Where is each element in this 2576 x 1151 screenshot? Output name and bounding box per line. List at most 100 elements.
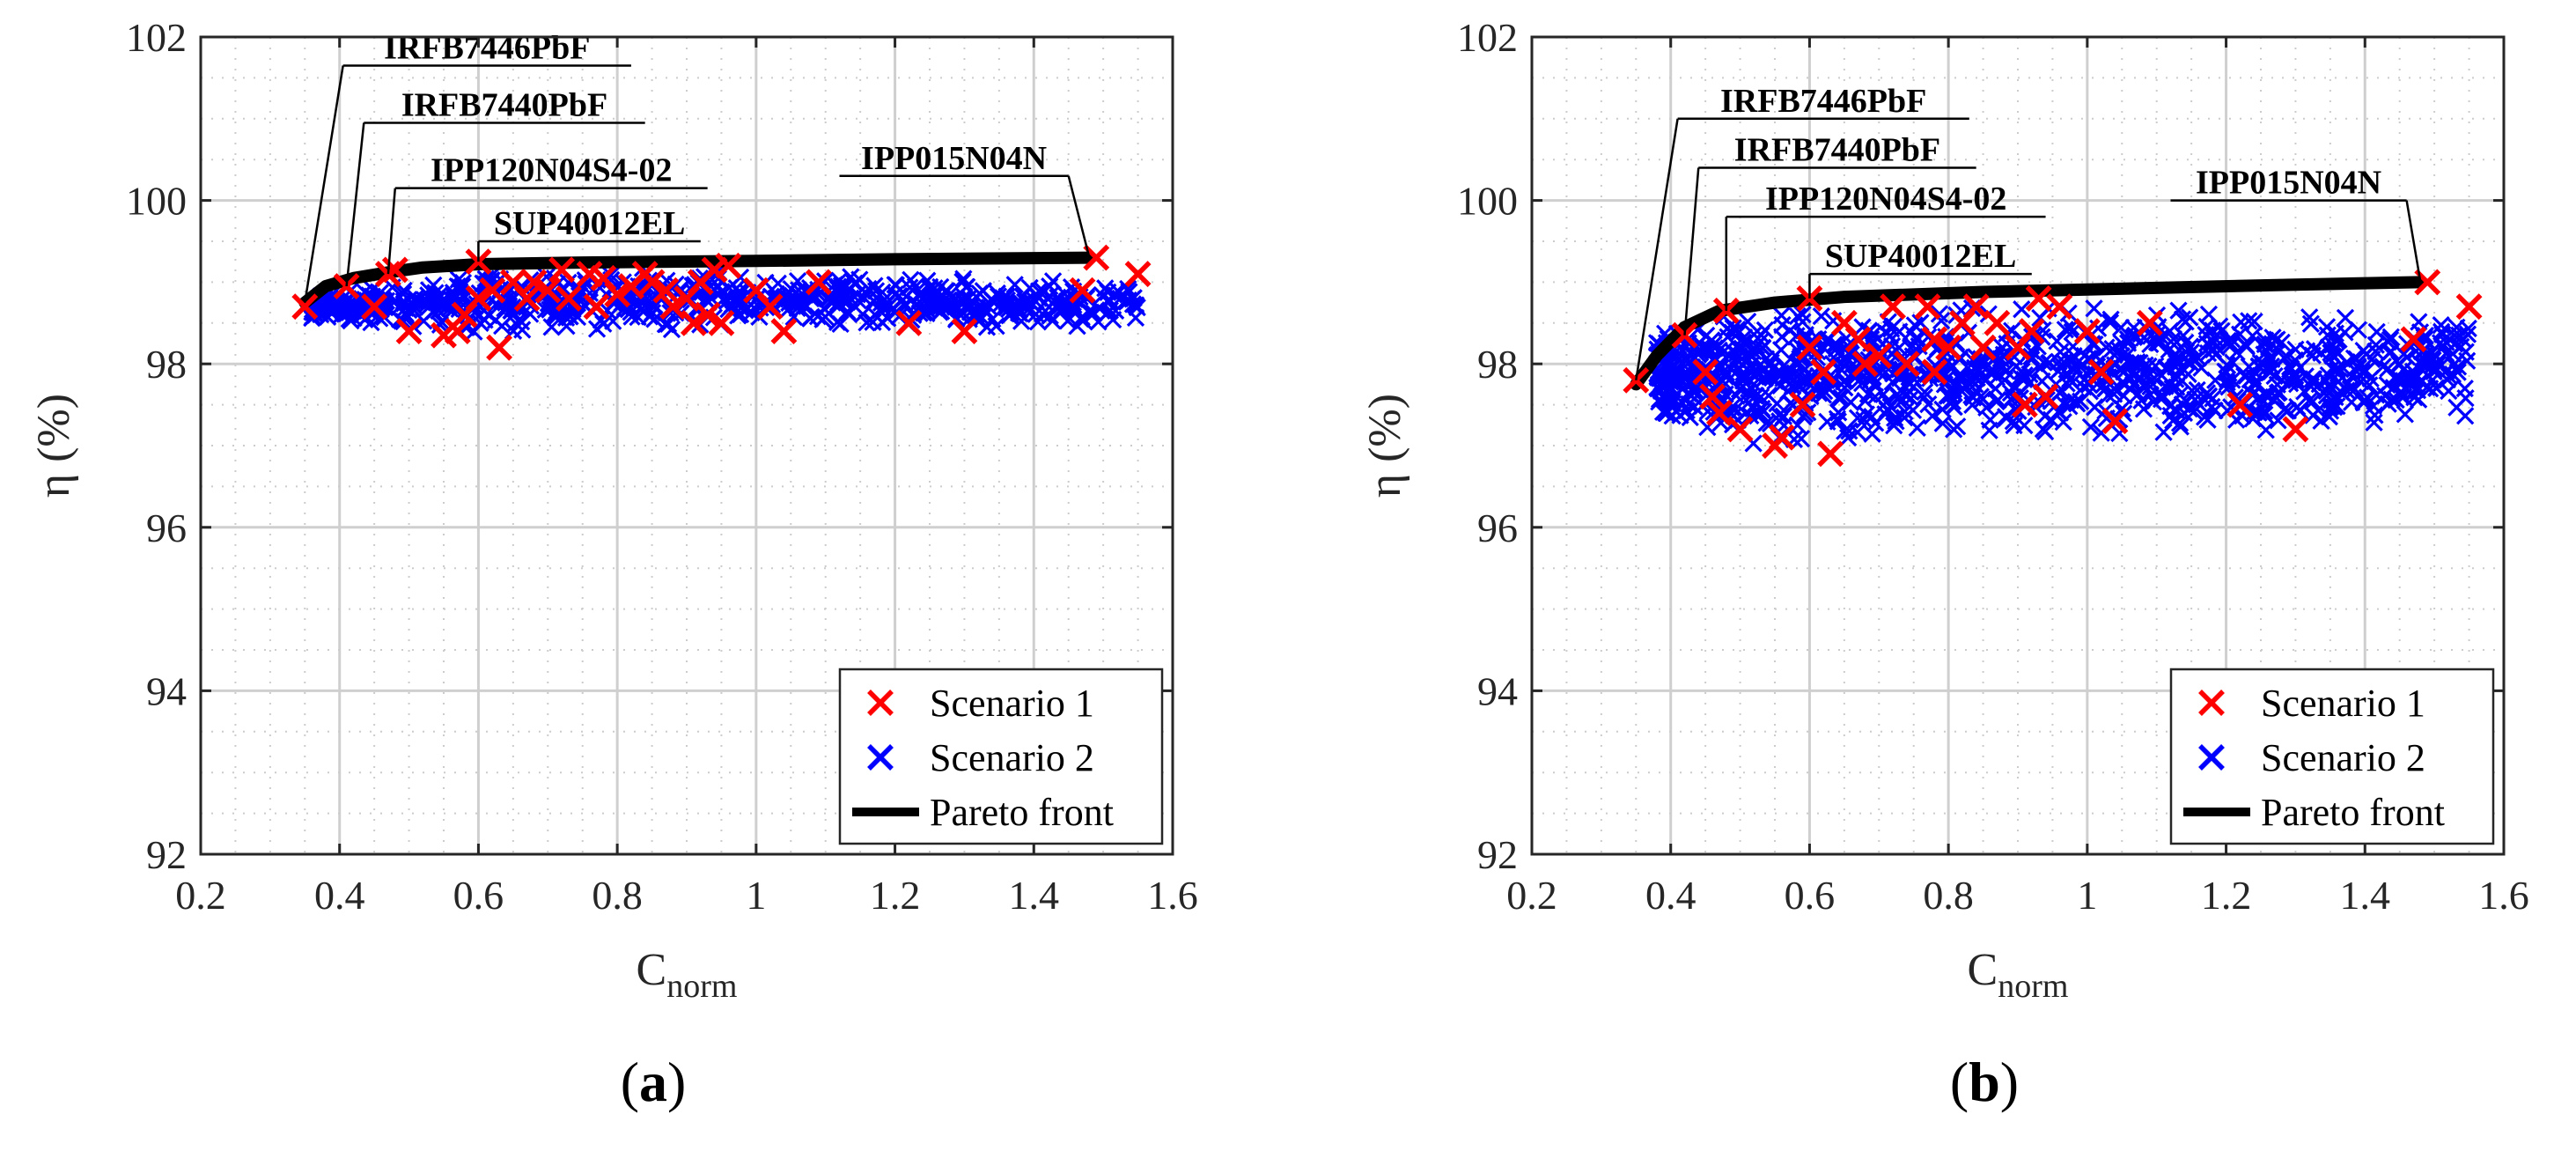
scenario-1-point (1699, 383, 1726, 410)
scenario-2-point (656, 315, 675, 334)
scenario-2-point (424, 276, 443, 295)
scenario-1-point (680, 309, 707, 336)
scenario-2-point (1980, 421, 1998, 439)
annotation-leader-line (304, 65, 344, 303)
scenario-1-point (583, 293, 610, 321)
scenario-2-point (2263, 328, 2282, 347)
scenario-2-point (1693, 339, 1712, 358)
scenario-1-point (1935, 334, 1962, 361)
scenario-2-point (1993, 338, 2012, 357)
scenario-2-point (1754, 402, 1773, 421)
scenario-2-point (2300, 308, 2319, 327)
y-tick-label: 94 (1477, 668, 1518, 713)
scenario-2-point (2256, 405, 2274, 424)
scenario-2-point (1049, 288, 1067, 306)
scenario-2-point (2400, 369, 2418, 388)
scenario-2-point (1836, 379, 1854, 397)
scenario-2-point (2444, 356, 2463, 374)
y-tick-label: 100 (126, 179, 187, 224)
scenario-2-point (1733, 372, 1753, 390)
scenario-2-point (2166, 358, 2185, 376)
annotation-label: IRFB7446PbF (1720, 83, 1926, 120)
scenario-2-point (2312, 343, 2330, 362)
scenario-2-point (2230, 325, 2249, 343)
y-tick-label: 94 (146, 668, 187, 713)
scenario-1-point (2282, 416, 2309, 443)
scenario-2-point (2199, 387, 2218, 406)
scenario-1-point (1962, 293, 1990, 321)
legend: Scenario 1 Scenario 2 Pareto front (2169, 668, 2495, 845)
scenario-1-point (895, 309, 923, 336)
scenario-2-point (2431, 334, 2450, 352)
scenario-2-point (2458, 351, 2477, 370)
scenario-2-point (2249, 357, 2268, 375)
scenario-2-point (2118, 345, 2137, 364)
y-tick-label: 100 (1457, 179, 1518, 224)
annotation-leader-line (345, 122, 365, 287)
scenario-2-point (2235, 366, 2254, 386)
scenario-2-point (2203, 321, 2222, 340)
annotations: IRFB7446PbF IRFB7440PbF IPP120N04S4-02 SUP4… (304, 29, 1091, 303)
scenario-2-point (961, 298, 980, 316)
scenario-2-point (419, 286, 438, 305)
scenario-2-point (2417, 352, 2436, 371)
scenario-2-point (2141, 386, 2160, 404)
scenario-2-point (2134, 400, 2153, 418)
scenario-2-point (1996, 408, 2015, 426)
x-tick-label: 1.2 (870, 873, 921, 918)
scenario-2-point (2456, 407, 2475, 425)
legend-marker (2198, 690, 2225, 716)
x-tick-label: 0.2 (175, 873, 226, 918)
scenario-2-point (2101, 310, 2120, 328)
scenario-1-point (2046, 293, 2073, 321)
scenario-2-point (1058, 312, 1077, 330)
scenario-2-point (2103, 339, 2122, 358)
scenario-2-point (1994, 345, 2013, 364)
legend-label: Scenario 1 (930, 682, 1094, 725)
scenario-2-point (1785, 364, 1804, 383)
scenario-2-point (820, 290, 838, 308)
scenario-2-point (2352, 372, 2370, 391)
y-tick-label: 96 (1477, 505, 1518, 550)
scenario-2-point (2138, 367, 2157, 386)
scenario-1-point (1866, 342, 1893, 369)
x-tick-label: 1.2 (2201, 873, 2252, 918)
scenario-2-point (2260, 387, 2278, 405)
scenario-2-point (2160, 341, 2178, 359)
scenario-2-point (2205, 402, 2224, 420)
scenario-2-point (1681, 343, 1700, 363)
scenario-2-point (2390, 354, 2409, 373)
legend-marker (867, 690, 894, 716)
scenario-2-point (2320, 408, 2338, 426)
scenario-2-point (319, 307, 337, 326)
scenario-2-point (2015, 370, 2034, 389)
scenario-2-point (1876, 405, 1895, 424)
scenario-1-point (381, 256, 408, 284)
scenario-2-point (2321, 402, 2340, 420)
series-scenario-1 (291, 244, 1152, 361)
scenario-2-point (542, 318, 561, 336)
scenario-2-point (945, 296, 964, 314)
scenario-2-point (1902, 389, 1920, 408)
scenario-2-point (1719, 328, 1737, 346)
legend-label: Scenario 1 (2261, 682, 2425, 725)
scenario-1-point (1969, 334, 1997, 361)
scenario-2-point (2237, 366, 2256, 385)
y-tick-label: 92 (146, 832, 187, 877)
scenario-2-point (988, 284, 1006, 303)
axes-box (199, 35, 1174, 856)
chart-panel-1: IRFB7446PbF IRFB7440PbF IPP120N04S4-02 SUP4… (29, 15, 1198, 1113)
x-tick-label: 1.4 (2340, 873, 2391, 918)
scenario-2-point (2222, 336, 2241, 354)
scenario-1-point (486, 334, 513, 361)
annotation-label: SUP40012EL (494, 205, 685, 242)
chart-panel-2: IRFB7446PbF IRFB7440PbF IPP120N04S4-02 SUP4… (1360, 15, 2529, 1113)
y-tick-label: 102 (126, 15, 187, 60)
legend-label: Scenario 2 (2261, 736, 2425, 779)
scenario-2-point (2085, 299, 2103, 318)
scenario-2-point (1856, 391, 1874, 410)
scenario-2-point (2195, 408, 2214, 426)
scenario-2-point (1085, 304, 1103, 322)
scenario-2-point (2258, 342, 2277, 361)
scenario-2-point (1792, 430, 1811, 448)
